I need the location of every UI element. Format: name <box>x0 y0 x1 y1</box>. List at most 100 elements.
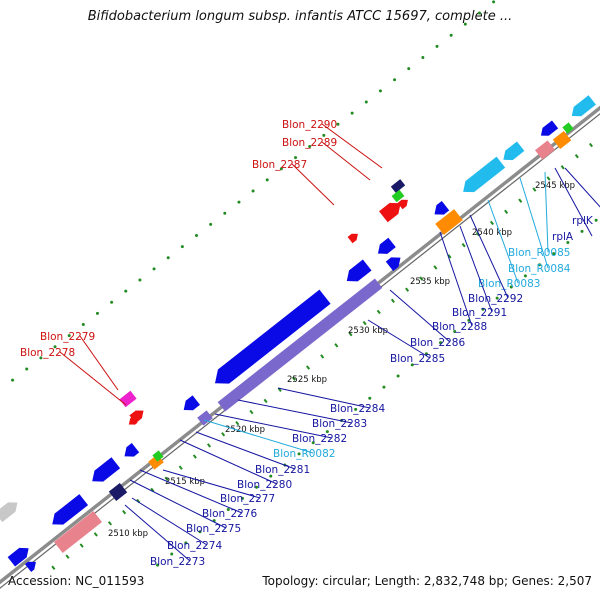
gene-blue[interactable] <box>180 395 200 414</box>
guide-dot <box>435 44 439 48</box>
guide-dot <box>195 234 198 237</box>
gene-blue-shape <box>377 237 396 254</box>
gene-orange[interactable] <box>435 209 463 235</box>
label-leader <box>487 199 519 284</box>
gene-red-2287[interactable] <box>347 231 361 244</box>
label-leader <box>469 214 509 299</box>
gene-blue[interactable] <box>342 259 372 286</box>
gene-label[interactable]: rplK <box>572 215 594 227</box>
gene-label[interactable]: Blon_2281 <box>255 464 310 476</box>
gene-navy-shape <box>108 482 128 502</box>
gene-label[interactable]: Blon_2292 <box>468 293 523 305</box>
guide-dot <box>552 252 556 256</box>
gene-blue[interactable] <box>48 494 89 530</box>
gene-red-2278-shape <box>129 410 144 424</box>
gene-label[interactable]: Blon_R0083 <box>478 278 540 290</box>
gene-grey[interactable] <box>0 498 21 523</box>
gene-red-shape <box>128 416 138 425</box>
gene-label[interactable]: Blon_2282 <box>292 433 347 445</box>
gene-label[interactable]: Blon_2273 <box>150 556 205 568</box>
gene-green[interactable] <box>562 122 574 134</box>
guide-dot <box>594 218 598 222</box>
gene-navy[interactable] <box>108 482 128 502</box>
label-leader <box>59 351 127 406</box>
tick-mark <box>249 409 254 415</box>
gene-cyan[interactable] <box>459 156 506 198</box>
guide-dot <box>209 222 213 226</box>
gene-label[interactable]: Blon_R0084 <box>508 263 571 275</box>
gene-label[interactable]: Blon_2284 <box>330 403 385 415</box>
gene-label[interactable]: Blon_2286 <box>410 337 465 349</box>
tick-label: 2525 kbp <box>287 375 327 385</box>
tick-label: 2530 kbp <box>348 326 388 336</box>
tick-mark <box>221 432 226 437</box>
gene-label[interactable]: Blon_2289 <box>282 137 337 149</box>
gene-red[interactable] <box>126 416 138 427</box>
gene-navy-2290-shape <box>390 179 406 193</box>
gene-label[interactable]: Blon_2277 <box>220 493 275 505</box>
guide-dot <box>492 0 496 4</box>
guide-dot <box>67 334 71 338</box>
label-leader <box>564 167 600 208</box>
gene-label[interactable]: Blon_2275 <box>186 523 241 535</box>
gene-label[interactable]: Blon_2278 <box>20 347 75 359</box>
gene-cyan[interactable] <box>568 95 596 121</box>
tick-mark <box>150 487 155 493</box>
gene-label[interactable]: Blon_2283 <box>312 418 367 430</box>
gene-label[interactable]: rplA <box>552 231 574 243</box>
gene-blue[interactable] <box>24 558 39 573</box>
tick-mark <box>122 509 127 515</box>
gene-blue-shape <box>124 442 140 457</box>
tick-label: 2510 kbp <box>108 529 148 539</box>
guide-dot <box>269 474 273 478</box>
gene-green[interactable] <box>391 189 405 203</box>
guide-dot <box>396 374 400 378</box>
guide-dot <box>152 267 156 271</box>
gene-label[interactable]: Blon_R0085 <box>508 247 570 259</box>
gene-navy-2290[interactable] <box>390 179 406 193</box>
gene-label[interactable]: Blon_R0082 <box>273 448 335 460</box>
gene-red-2289-shape <box>379 202 401 223</box>
tick-mark <box>376 309 381 315</box>
tick-label: 2540 kbp <box>472 228 512 238</box>
gene-label[interactable]: Blon_2276 <box>202 508 257 520</box>
gene-blue[interactable] <box>88 457 121 487</box>
gene-blue[interactable] <box>374 237 396 259</box>
gene-green[interactable] <box>152 450 164 462</box>
gene-magenta-2279[interactable] <box>119 390 137 408</box>
gene-blue[interactable] <box>538 120 559 140</box>
gene-orange[interactable] <box>552 130 572 150</box>
label-leader <box>162 469 261 499</box>
gene-label[interactable]: Blon_2279 <box>40 331 95 343</box>
tick-mark <box>588 142 594 148</box>
gene-red-2289[interactable] <box>379 198 405 223</box>
gene-label[interactable]: Blon_2291 <box>452 307 507 319</box>
gene-label[interactable]: Blon_2280 <box>237 479 292 491</box>
tick-mark <box>419 276 424 281</box>
gene-red-2278[interactable] <box>129 407 146 424</box>
label-leader <box>203 419 314 454</box>
gene-label[interactable]: Blon_2285 <box>390 353 445 365</box>
gene-label[interactable]: Blon_2287 <box>252 159 307 171</box>
gene-purple[interactable] <box>197 410 213 426</box>
gene-purple-large[interactable] <box>217 278 383 412</box>
guide-dot <box>240 496 244 500</box>
gene-red-2290[interactable] <box>397 197 411 210</box>
guide-dot <box>523 274 527 278</box>
gene-label[interactable]: Blon_2288 <box>432 321 487 333</box>
gene-blue[interactable] <box>7 543 33 567</box>
gene-label[interactable]: Blon_2274 <box>167 540 222 552</box>
gene-label[interactable]: Blon_2290 <box>282 119 337 131</box>
gene-blue[interactable] <box>431 200 450 219</box>
gene-pink[interactable] <box>535 140 555 160</box>
gene-blue[interactable] <box>121 442 140 461</box>
tick-mark <box>291 376 296 381</box>
guide-dot <box>364 100 368 104</box>
gene-blue[interactable] <box>385 253 404 272</box>
gene-blue-large[interactable] <box>209 289 331 391</box>
gene-cyan[interactable] <box>500 141 525 164</box>
gene-pink[interactable] <box>54 511 102 553</box>
label-leader <box>179 439 278 485</box>
tick-mark <box>362 320 367 326</box>
